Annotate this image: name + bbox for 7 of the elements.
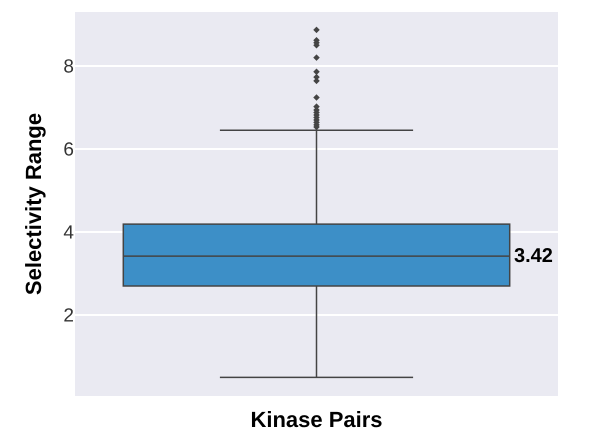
y-tick-label: 6 — [63, 140, 74, 161]
y-axis-title: Selectivity Range — [21, 112, 46, 296]
annotation: 3.42 — [514, 245, 553, 267]
y-tick-label: 8 — [63, 56, 74, 78]
x-axis-title: Kinase Pairs — [250, 406, 383, 432]
y-tick-label: 2 — [63, 306, 74, 327]
y-tick-label: 4 — [63, 222, 74, 244]
